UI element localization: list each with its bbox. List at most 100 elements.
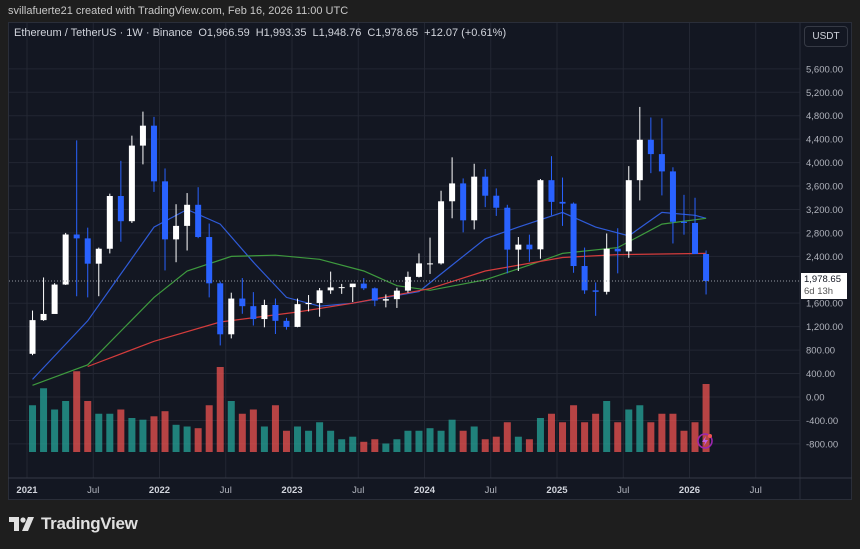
candle-body: [460, 183, 467, 221]
volume-bar: [570, 405, 578, 452]
volume-bar: [349, 436, 357, 452]
volume-bar: [669, 413, 677, 452]
ohlc-low: L1,948.76: [312, 27, 362, 39]
volume-bar: [305, 430, 313, 452]
candle-body: [29, 320, 36, 354]
candle-body: [128, 145, 135, 222]
price-tick-label: 800.00: [806, 346, 835, 357]
alert-icon[interactable]: [697, 433, 713, 449]
moving-average-line: [32, 208, 707, 380]
price-tick-label: -400.00: [806, 416, 838, 427]
logo-text: TradingView: [41, 514, 138, 533]
candle-body: [239, 298, 246, 307]
volume-bar: [338, 439, 346, 452]
volume-bar: [117, 409, 125, 452]
candle-body: [117, 196, 124, 222]
volume-bar: [547, 413, 555, 452]
volume-bar: [514, 436, 522, 452]
candle-body: [482, 176, 489, 196]
candle-body: [327, 287, 334, 291]
candle-body: [393, 290, 400, 300]
price-tick-label: 2,800.00: [806, 228, 843, 239]
volume-bar: [360, 441, 368, 452]
symbol-name[interactable]: Ethereum / TetherUS · 1W · Binance: [14, 27, 193, 39]
candle-body: [581, 266, 588, 291]
symbol-legend: Ethereum / TetherUS · 1W · Binance O1,96…: [8, 23, 506, 43]
time-tick-label: 2023: [281, 485, 302, 496]
candle-body: [294, 304, 301, 327]
candle-body: [338, 287, 345, 289]
volume-bar: [216, 367, 224, 452]
volume-bar: [316, 422, 324, 452]
candle-body: [250, 306, 257, 320]
candle-body: [184, 204, 191, 226]
volume-bar: [106, 413, 114, 452]
volume-bar: [271, 405, 279, 452]
volume-bar: [581, 422, 589, 452]
candle-body: [305, 302, 312, 305]
candles: [29, 106, 710, 356]
candle-body: [548, 180, 555, 202]
volume-bar: [625, 409, 633, 452]
price-tick-label: 3,200.00: [806, 205, 843, 216]
volume-bar: [426, 428, 434, 452]
candle-body: [84, 238, 91, 264]
candle-body: [504, 207, 511, 250]
volume-bar: [371, 439, 379, 452]
volume-bar: [294, 426, 302, 452]
currency-button[interactable]: USDT: [804, 26, 848, 47]
volume-bar: [194, 428, 202, 452]
candle-body: [493, 195, 500, 208]
volume-bar: [40, 388, 48, 452]
price-tick-label: 4,000.00: [806, 158, 843, 169]
volume-bar: [238, 413, 246, 452]
volume-bar: [227, 401, 235, 452]
volume-bar: [680, 430, 688, 452]
candle-body: [692, 222, 699, 255]
volume-bar: [603, 401, 611, 452]
volume-bar: [382, 443, 390, 452]
volume-bar: [161, 411, 169, 452]
time-tick-label: Jul: [485, 485, 497, 496]
volume-bar: [327, 430, 335, 452]
time-tick-label: Jul: [750, 485, 762, 496]
moving-average-line: [32, 217, 707, 386]
candle-body: [427, 263, 434, 265]
volume-bar: [647, 422, 655, 452]
time-tick-label: Jul: [87, 485, 99, 496]
price-tick-label: 5,600.00: [806, 64, 843, 75]
candle-body: [272, 304, 279, 321]
time-tick-label: 2024: [414, 485, 436, 496]
price-change: +12.07 (+0.61%): [424, 27, 507, 39]
volume-bar: [62, 401, 70, 452]
volume-bar: [139, 419, 147, 452]
volume-bar: [172, 424, 180, 452]
candle-body: [106, 196, 113, 249]
candle-body: [537, 180, 544, 250]
volume-bar: [29, 405, 37, 452]
moving-averages: [32, 208, 707, 386]
candle-body: [415, 263, 422, 277]
candle-body: [471, 176, 478, 221]
last-price-value: 1,978.65: [804, 274, 841, 285]
candle-body: [703, 254, 710, 282]
volume-bar: [95, 413, 103, 452]
candle-body: [95, 248, 102, 264]
candle-body: [669, 171, 676, 222]
candle-body: [73, 234, 80, 239]
price-axis: 5,600.00 5,200.00 4,800.00 4,400.00 4,000.00…: [806, 64, 843, 450]
price-tick-label: 4,400.00: [806, 135, 843, 146]
candle-body: [217, 283, 224, 335]
candle-body: [592, 290, 599, 292]
time-tick-label: Jul: [352, 485, 364, 496]
volume-bar: [150, 416, 158, 452]
ohlc-high: H1,993.35: [255, 27, 307, 39]
price-tick-label: 400.00: [806, 369, 835, 380]
volume-bar: [260, 426, 268, 452]
price-tick-label: 1,600.00: [806, 299, 843, 310]
volume-bar: [404, 430, 412, 452]
price-tick-label: 1,200.00: [806, 322, 843, 333]
chart-credit: svillafuerte21 created with TradingView.…: [8, 5, 349, 17]
volume-bars: [29, 367, 710, 452]
